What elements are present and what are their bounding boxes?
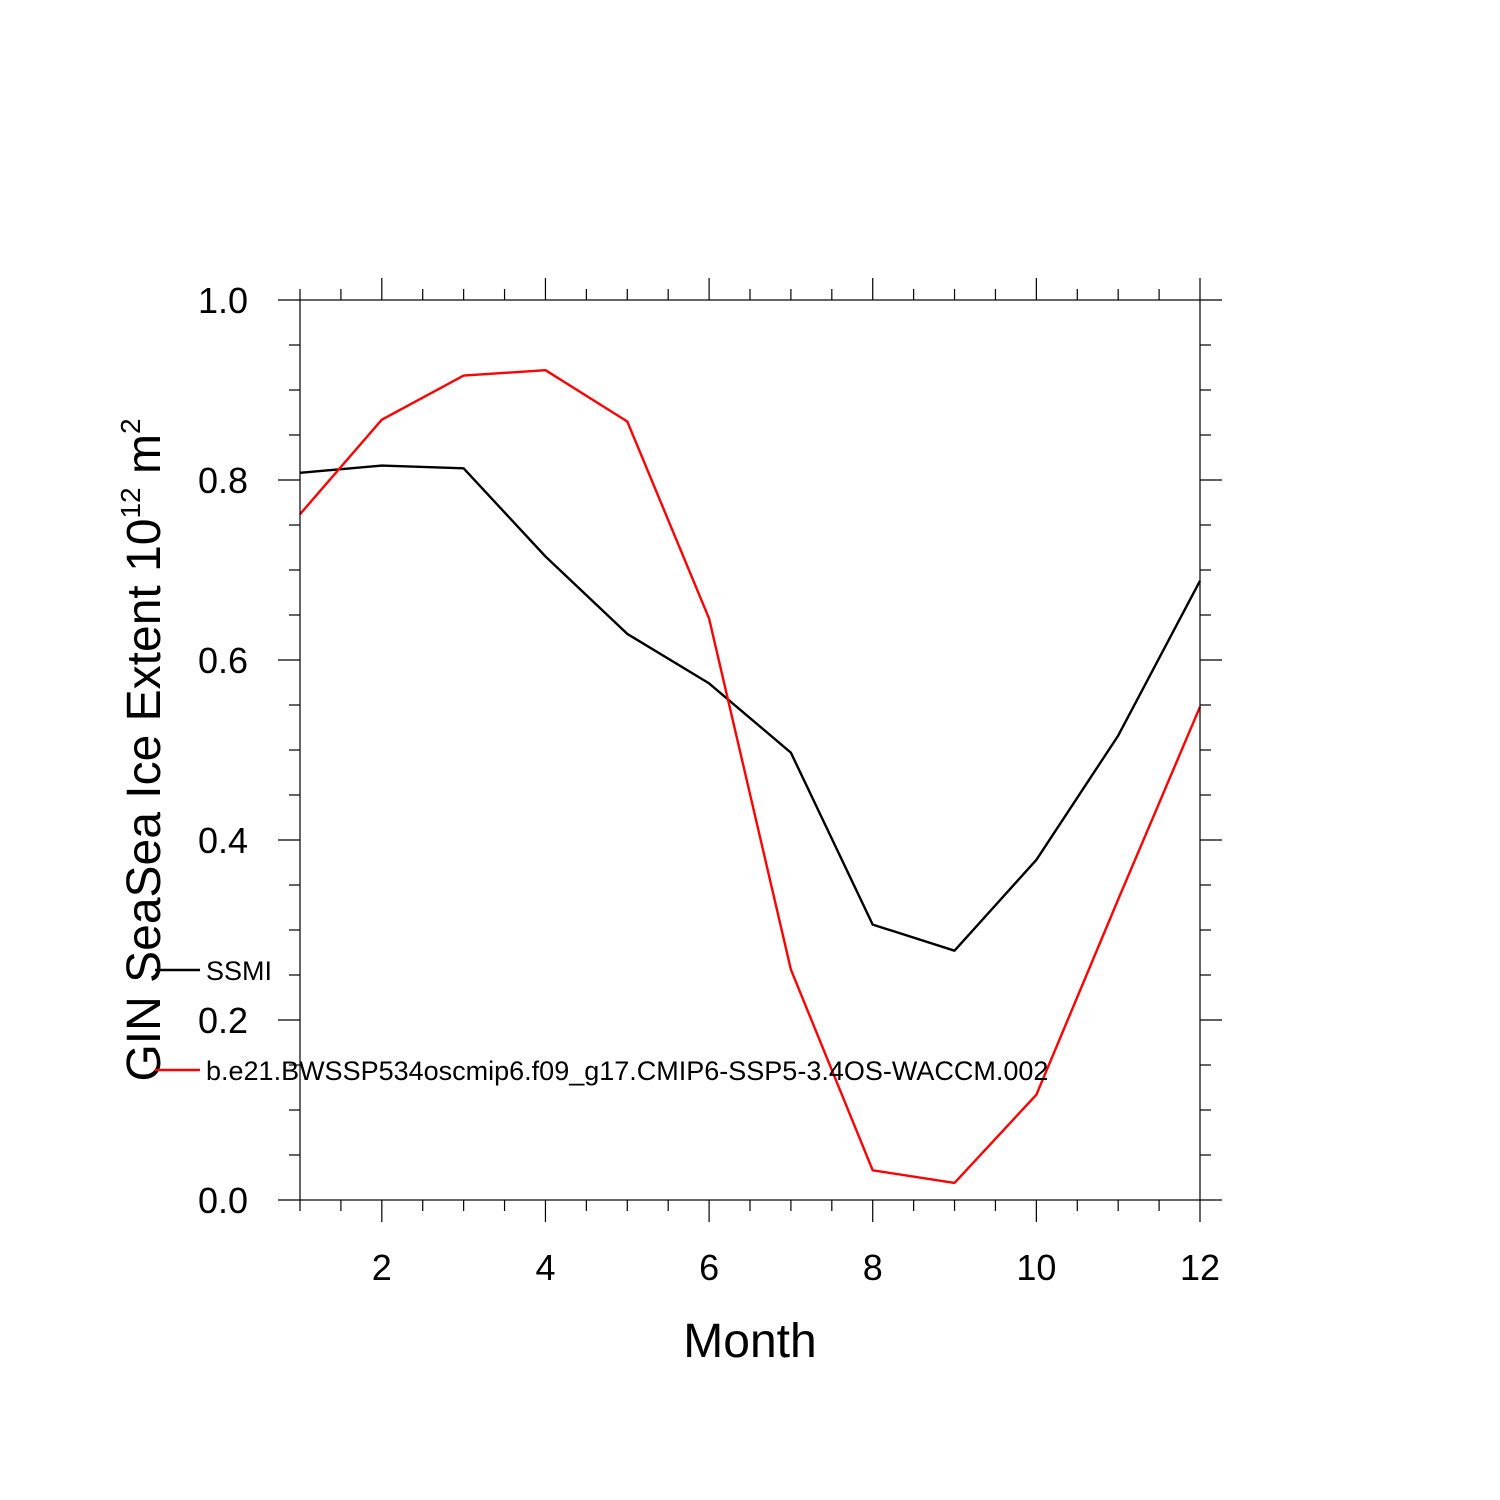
series-line-2 — [299, 369, 1202, 1185]
series-line-1 — [299, 464, 1202, 952]
x-tick-label: 2 — [372, 1247, 392, 1288]
x-tick-label: 6 — [699, 1247, 719, 1288]
x-tick-label: 8 — [863, 1247, 883, 1288]
series-layer — [299, 369, 1202, 1185]
y-tick-label: 0.0 — [198, 1180, 248, 1221]
y-tick-label: 0.8 — [198, 460, 248, 501]
plot-frame — [299, 299, 1201, 1201]
x-tick-label: 12 — [1180, 1247, 1220, 1288]
y-tick-label: 0.6 — [198, 640, 248, 681]
y-axis-title-sup: 12 — [115, 487, 146, 518]
legend: SSMI b.e21.BWSSP534oscmip6.f09_g17.CMIP6-… — [155, 956, 1048, 1086]
y-axis-title-unit-sup: 2 — [115, 418, 146, 434]
tick-labels-layer: 2 4 6 8 10 12 0.0 0.2 0.4 0.6 0.8 1.0 — [198, 280, 1220, 1288]
y-tick-label: 0.4 — [198, 820, 248, 861]
y-axis-title-unit: m — [118, 434, 171, 487]
x-tick-label: 4 — [535, 1247, 555, 1288]
y-axis-title: GIN SeaSea Ice Extent 1012 m2 — [115, 418, 171, 1081]
ticks-layer — [278, 278, 1222, 1222]
y-tick-label: 1.0 — [198, 280, 248, 321]
x-axis-title: Month — [683, 1315, 816, 1368]
legend-label-2: b.e21.BWSSP534oscmip6.f09_g17.CMIP6-SSP5… — [206, 1056, 1048, 1086]
legend-label-1: SSMI — [206, 956, 272, 986]
y-tick-label: 0.2 — [198, 1000, 248, 1041]
y-axis-title-main: GIN SeaSea Ice Extent 10 — [118, 519, 171, 1082]
x-tick-label: 10 — [1016, 1247, 1056, 1288]
